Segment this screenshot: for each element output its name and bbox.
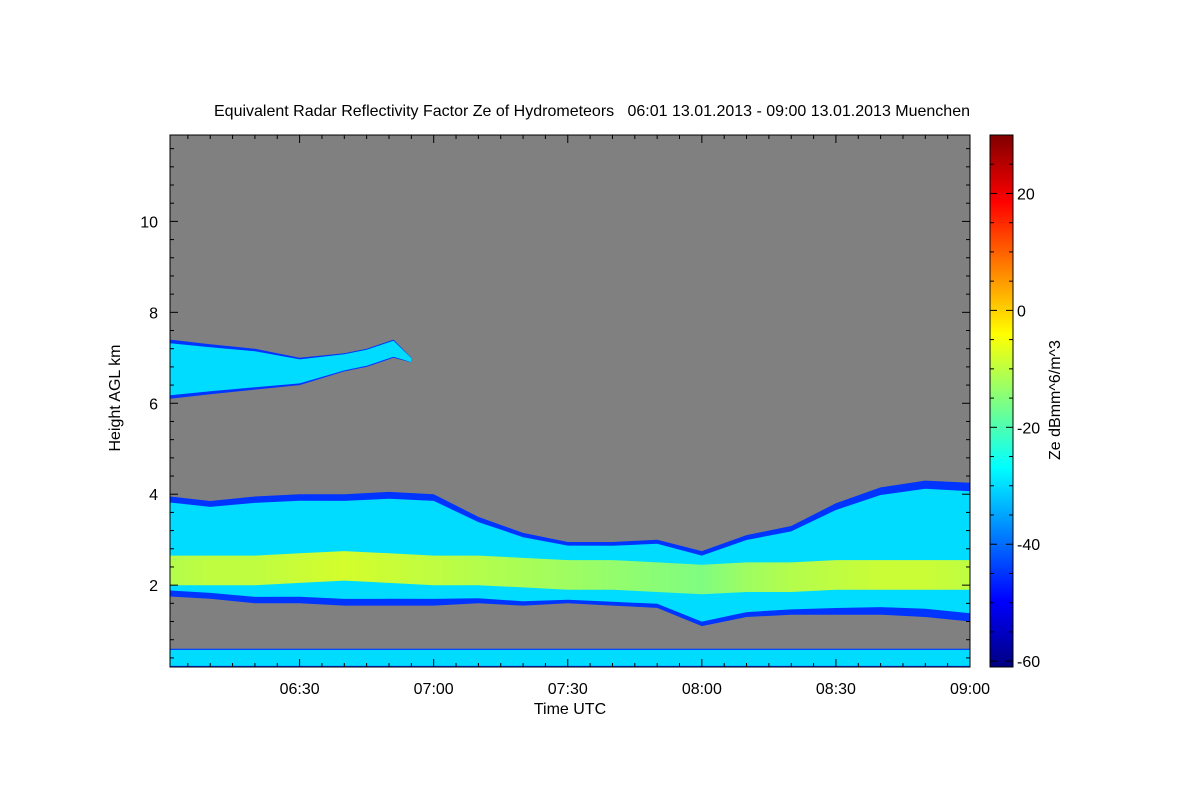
colorbar-label: Ze dBmm^6/m^3 — [1047, 340, 1064, 460]
chart-title: Equivalent Radar Reflectivity Factor Ze … — [214, 103, 970, 120]
y-tick-label: 8 — [149, 305, 158, 322]
colorbar-ticks: 20 0 -20 -40 -60 — [990, 134, 1040, 671]
x-tick-label: 09:00 — [950, 681, 990, 698]
colorbar-tick-label: -40 — [1017, 537, 1040, 554]
x-axis: 06:30 07:00 07:30 08:00 08:30 09:00 — [169, 135, 990, 698]
y-tick-label: 2 — [149, 578, 158, 595]
echo-layer-near-surface-clutter — [170, 649, 970, 666]
x-tick-label: 07:00 — [414, 681, 454, 698]
colorbar-tick-label: -60 — [1017, 654, 1040, 671]
plot-area — [169, 134, 971, 668]
colorbar-gradient — [989, 134, 1014, 668]
y-tick-label: 4 — [149, 487, 158, 504]
echo-core-main-cloud-layer — [170, 551, 970, 595]
x-axis-label: Time UTC — [534, 701, 606, 718]
echo-layers — [170, 339, 970, 667]
x-tick-label: 07:30 — [548, 681, 588, 698]
y-tick-label: 10 — [140, 214, 158, 231]
x-tick-label: 08:30 — [816, 681, 856, 698]
colorbar: 20 0 -20 -40 -60 Ze dBmm^6/m^3 — [989, 134, 1064, 671]
colorbar-tick-label: -20 — [1017, 420, 1040, 437]
plot-frame — [169, 134, 971, 668]
x-tick-label: 06:30 — [280, 681, 320, 698]
y-axis: 2 4 6 8 10 — [140, 148, 970, 659]
y-axis-label: Height AGL km — [107, 344, 124, 451]
echo-layer-upper-cirrus — [170, 340, 412, 396]
colorbar-tick-label: 0 — [1017, 303, 1026, 320]
x-tick-label: 08:00 — [682, 681, 722, 698]
colorbar-tick-label: 20 — [1017, 186, 1035, 203]
y-tick-label: 6 — [149, 396, 158, 413]
